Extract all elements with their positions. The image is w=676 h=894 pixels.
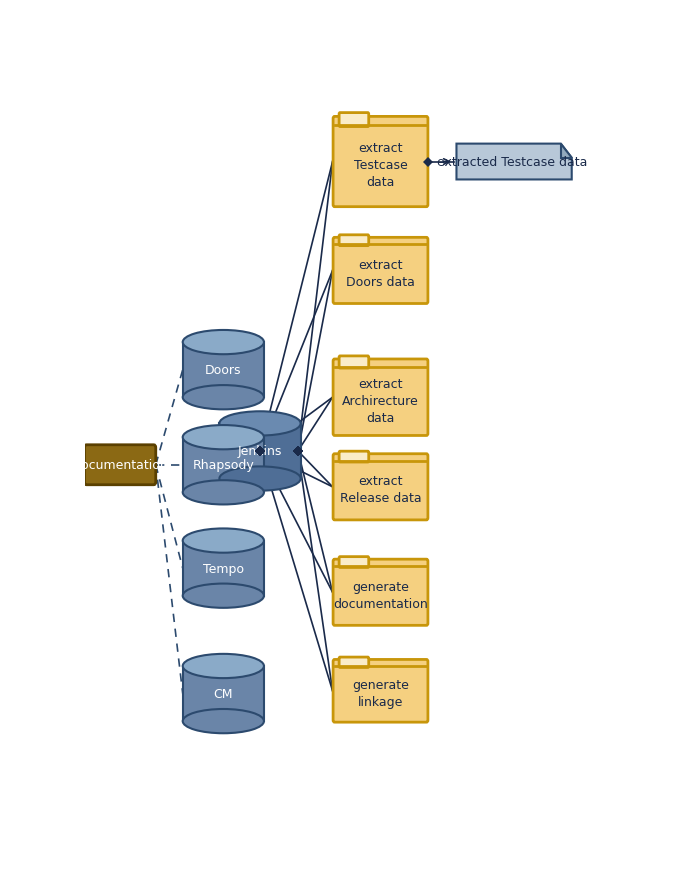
Ellipse shape	[183, 331, 264, 355]
Text: generate
linkage: generate linkage	[352, 679, 409, 708]
Ellipse shape	[183, 709, 264, 733]
Text: Jenkins: Jenkins	[238, 445, 282, 458]
Ellipse shape	[183, 385, 264, 409]
FancyBboxPatch shape	[333, 660, 428, 722]
Bar	[183, 342, 264, 398]
FancyBboxPatch shape	[339, 451, 368, 462]
Polygon shape	[561, 145, 572, 159]
Text: Tempo: Tempo	[203, 562, 244, 575]
Text: extract
Testcase
data: extract Testcase data	[354, 142, 408, 190]
Ellipse shape	[183, 529, 264, 553]
Text: generate
documentation: generate documentation	[333, 580, 428, 610]
FancyBboxPatch shape	[333, 359, 428, 436]
Ellipse shape	[183, 426, 264, 450]
FancyBboxPatch shape	[339, 657, 368, 668]
Ellipse shape	[183, 481, 264, 505]
Bar	[183, 666, 264, 721]
FancyBboxPatch shape	[339, 357, 368, 368]
FancyBboxPatch shape	[339, 235, 368, 247]
FancyBboxPatch shape	[333, 560, 428, 626]
Text: extract
Release data: extract Release data	[340, 475, 421, 505]
Ellipse shape	[220, 412, 301, 436]
Text: extracted Testcase data: extracted Testcase data	[437, 156, 587, 169]
Text: Rhapsody: Rhapsody	[193, 459, 254, 472]
FancyBboxPatch shape	[333, 238, 428, 304]
FancyBboxPatch shape	[333, 117, 428, 207]
Ellipse shape	[183, 654, 264, 679]
Text: extract
Archirecture
data: extract Archirecture data	[342, 377, 419, 424]
FancyBboxPatch shape	[84, 445, 155, 485]
Bar	[183, 541, 264, 596]
Ellipse shape	[220, 467, 301, 491]
FancyBboxPatch shape	[333, 454, 428, 520]
Bar	[183, 438, 264, 493]
Text: documentation: documentation	[73, 459, 168, 472]
Text: extract
Doors data: extract Doors data	[346, 258, 415, 289]
FancyBboxPatch shape	[339, 114, 368, 128]
Bar	[220, 424, 301, 479]
Ellipse shape	[183, 584, 264, 608]
FancyBboxPatch shape	[339, 557, 368, 568]
Polygon shape	[456, 145, 572, 181]
Text: CM: CM	[214, 687, 233, 700]
Text: Doors: Doors	[205, 364, 241, 376]
